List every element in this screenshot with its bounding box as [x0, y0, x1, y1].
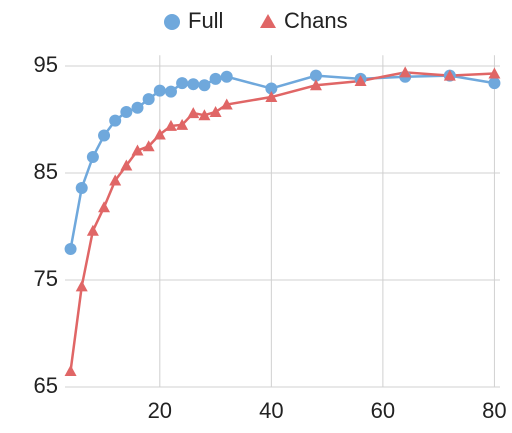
data-point: [109, 114, 122, 127]
x-tick-label: 20: [148, 398, 172, 423]
data-point: [309, 69, 322, 82]
series-line: [69, 71, 495, 372]
data-point: [98, 129, 111, 142]
x-tick-label: 80: [482, 398, 506, 423]
data-point: [488, 77, 501, 90]
data-point: [187, 78, 200, 91]
data-point: [64, 242, 77, 255]
data-point: [75, 280, 88, 292]
data-point: [164, 85, 177, 98]
y-tick-label: 85: [34, 159, 58, 184]
data-point: [176, 118, 189, 130]
y-tick-label: 75: [34, 266, 58, 291]
y-tick-label: 95: [34, 52, 58, 77]
data-point: [64, 364, 77, 376]
data-point: [198, 109, 211, 121]
data-point: [354, 74, 367, 86]
data-point: [443, 69, 456, 81]
data-point: [109, 174, 122, 186]
data-point: [131, 101, 144, 114]
data-point: [399, 66, 412, 78]
data-point: [142, 140, 155, 152]
data-point: [209, 106, 222, 118]
x-tick-label: 60: [371, 398, 395, 423]
legend-marker: [260, 14, 276, 28]
data-point: [86, 150, 99, 163]
data-point: [209, 72, 222, 85]
y-tick-label: 65: [34, 373, 58, 398]
data-point: [98, 201, 111, 213]
legend-label: Full: [188, 8, 223, 33]
data-point: [131, 144, 144, 156]
data-point: [176, 77, 189, 90]
data-point: [488, 67, 501, 79]
data-point: [220, 98, 233, 110]
data-point: [198, 79, 211, 92]
data-point: [265, 82, 278, 95]
data-point: [75, 181, 88, 194]
data-point: [153, 84, 166, 97]
data-point: [309, 79, 322, 91]
data-point: [220, 70, 233, 83]
data-point: [120, 159, 133, 171]
data-point: [86, 224, 99, 236]
data-point: [142, 93, 155, 106]
data-point: [164, 119, 177, 131]
legend-label: Chans: [284, 8, 348, 33]
x-tick-label: 40: [259, 398, 283, 423]
data-point: [187, 107, 200, 119]
data-point: [265, 91, 278, 103]
data-point: [120, 106, 133, 119]
series-line: [69, 74, 495, 250]
data-point: [153, 128, 166, 140]
legend-marker: [164, 14, 180, 30]
